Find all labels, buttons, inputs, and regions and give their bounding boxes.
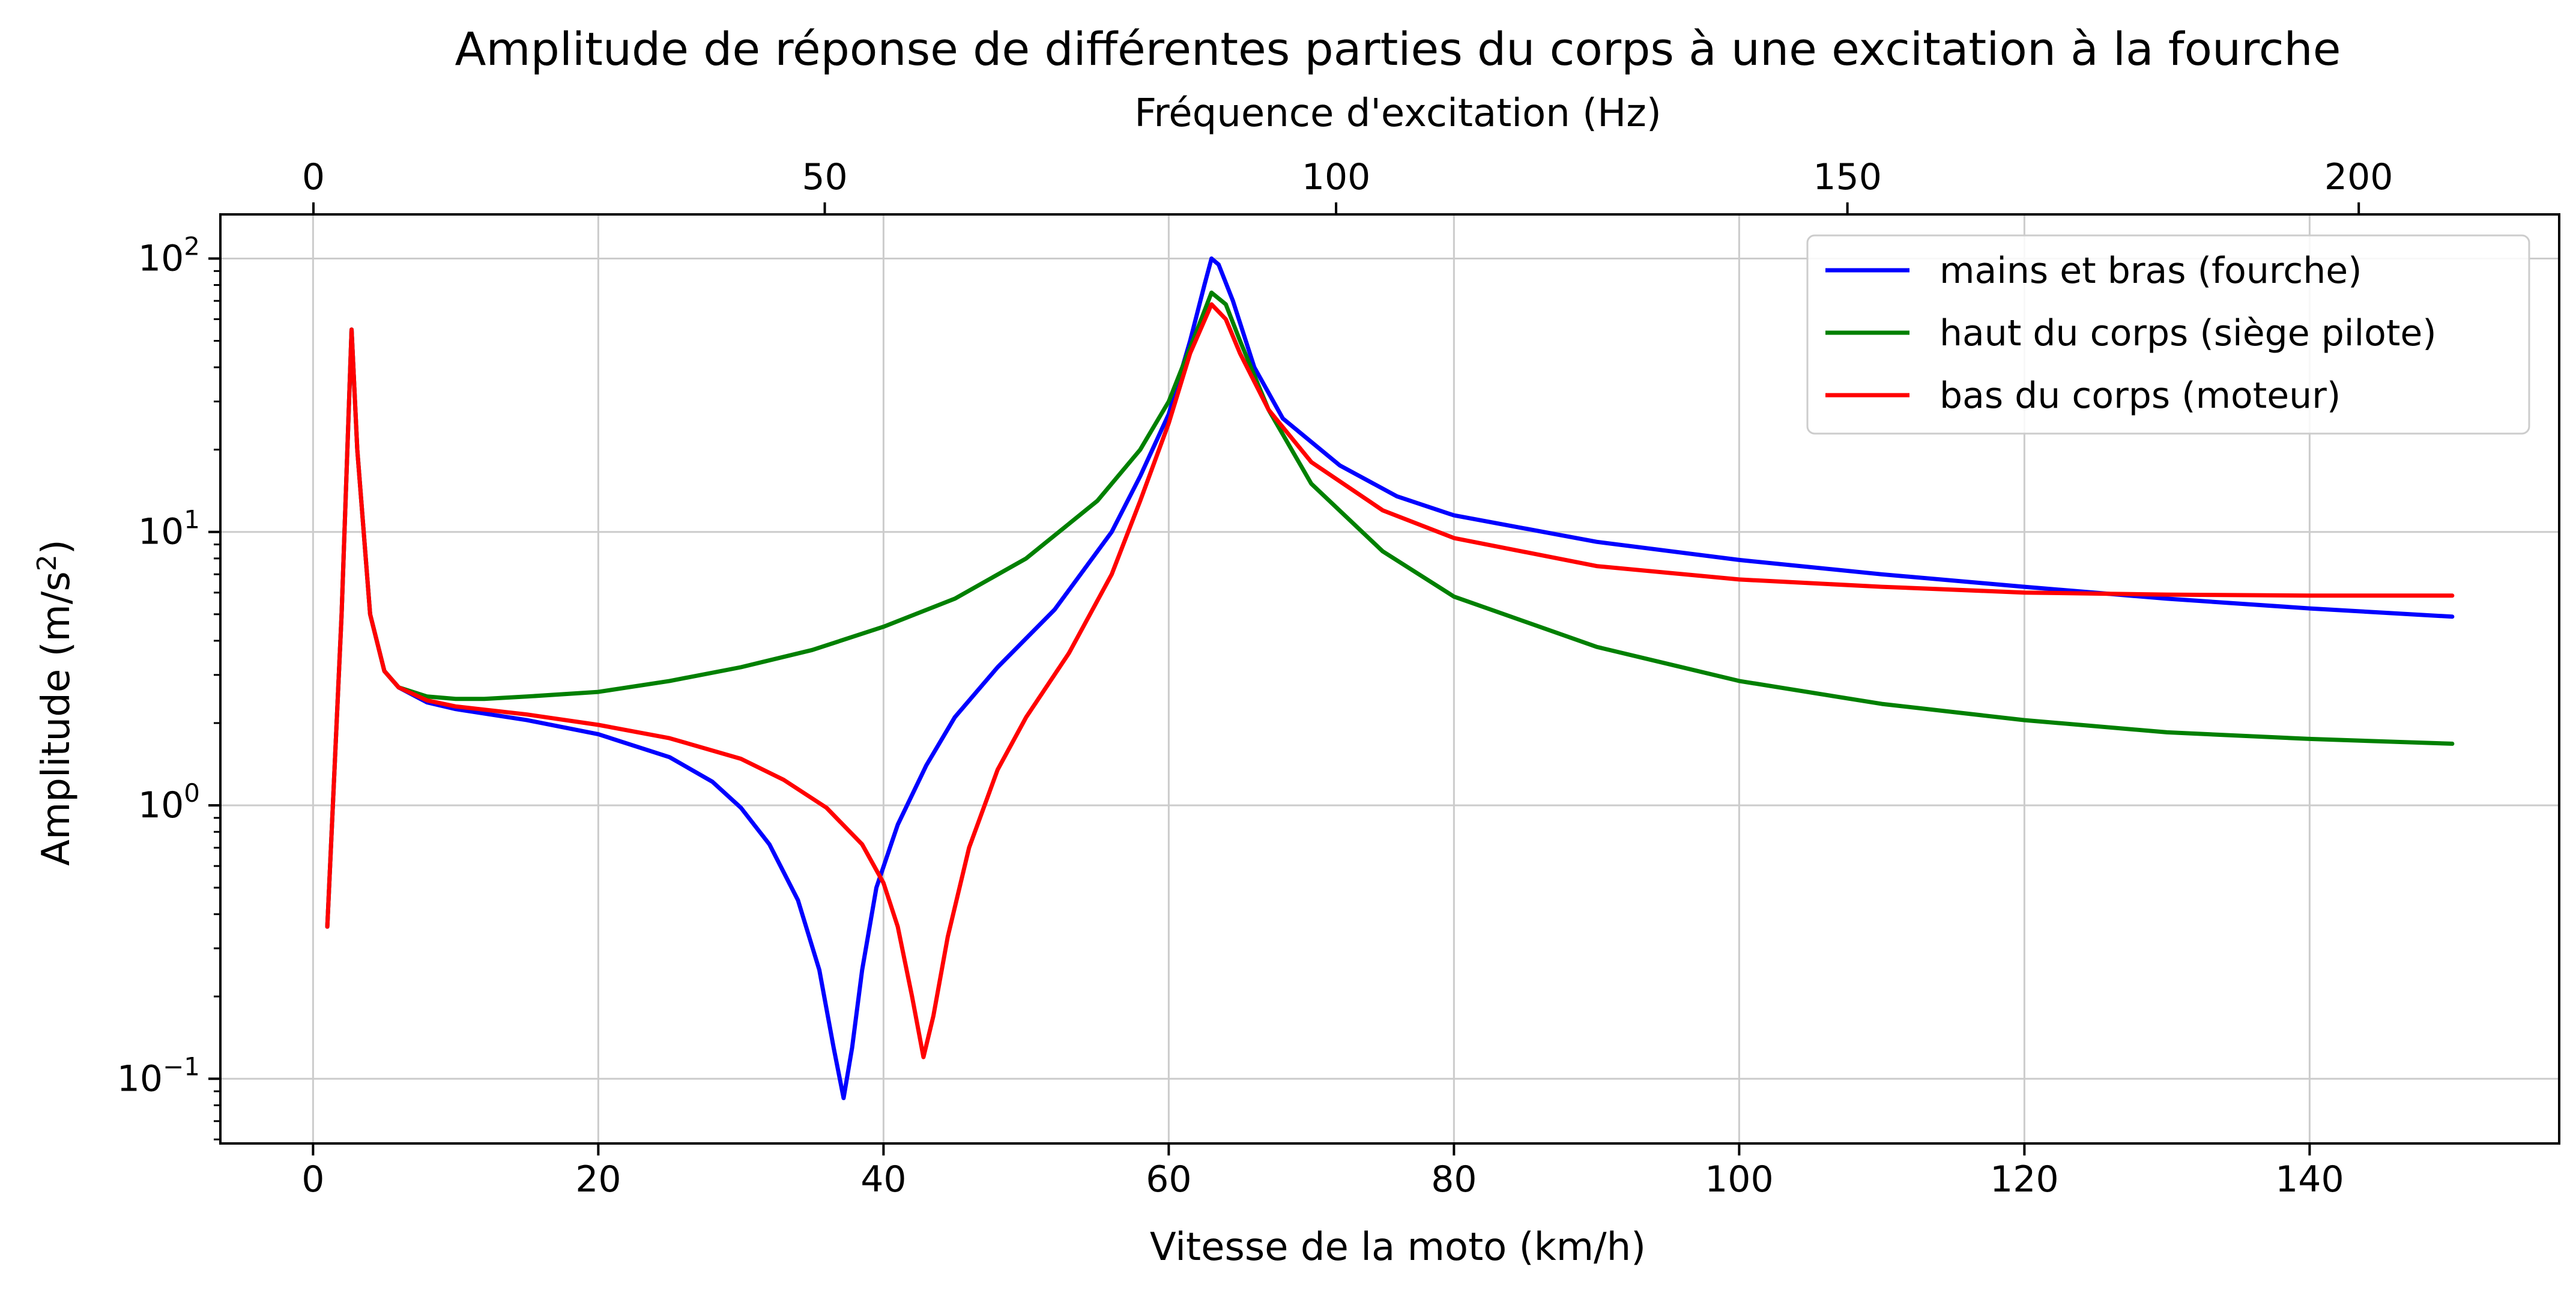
x-tick-label: 40 xyxy=(860,1158,906,1201)
x-tick-label: 80 xyxy=(1431,1158,1477,1201)
legend-box xyxy=(1806,234,2530,435)
x-axis-label: Vitesse de la moto (km/h) xyxy=(1150,1225,1646,1270)
y-tick-label: 10−1 xyxy=(117,1052,200,1100)
y-tick-label: 101 xyxy=(138,505,200,553)
series-line xyxy=(325,302,2455,1059)
chart-title: Amplitude de réponse de différentes part… xyxy=(455,22,2341,76)
series-layer xyxy=(325,256,2455,1100)
legend-label: bas du corps (moteur) xyxy=(1940,375,2341,417)
x-tick-label: 20 xyxy=(575,1158,621,1201)
series-line xyxy=(325,256,2455,1100)
x2-tick-label: 0 xyxy=(302,156,325,198)
x2-tick-label: 150 xyxy=(1813,156,1882,198)
y-tick-label: 102 xyxy=(138,231,200,279)
y-tick-label: 100 xyxy=(138,778,200,826)
plot-frame xyxy=(219,213,2560,1145)
legend-label: haut du corps (siège pilote) xyxy=(1940,312,2437,354)
legend-label: mains et bras (fourche) xyxy=(1940,250,2362,292)
x-tick-label: 140 xyxy=(2275,1158,2344,1201)
x2-axis-label: Fréquence d'excitation (Hz) xyxy=(1134,91,1661,136)
axis-ticks: 0 20 40 60 80 100 120 140 0 50 100 150 200 10−1 100 101… xyxy=(117,156,2393,1201)
y-axis-label-sup: 2 xyxy=(32,554,62,571)
x-tick-label: 0 xyxy=(301,1158,324,1201)
x2-tick-label: 100 xyxy=(1302,156,1371,198)
y-axis-label-text: Amplitude (m/s xyxy=(34,571,79,866)
legend: mains et bras (fourche) haut du corps (si… xyxy=(1806,234,2530,435)
y-axis-label: Amplitude (m/s2) xyxy=(32,539,79,866)
y-axis-label-close: ) xyxy=(34,539,79,554)
x-tick-label: 120 xyxy=(1990,1158,2059,1201)
x2-tick-label: 200 xyxy=(2324,156,2393,198)
x2-tick-label: 50 xyxy=(802,156,847,198)
x-tick-label: 100 xyxy=(1705,1158,1774,1201)
x-tick-label: 60 xyxy=(1146,1158,1191,1201)
